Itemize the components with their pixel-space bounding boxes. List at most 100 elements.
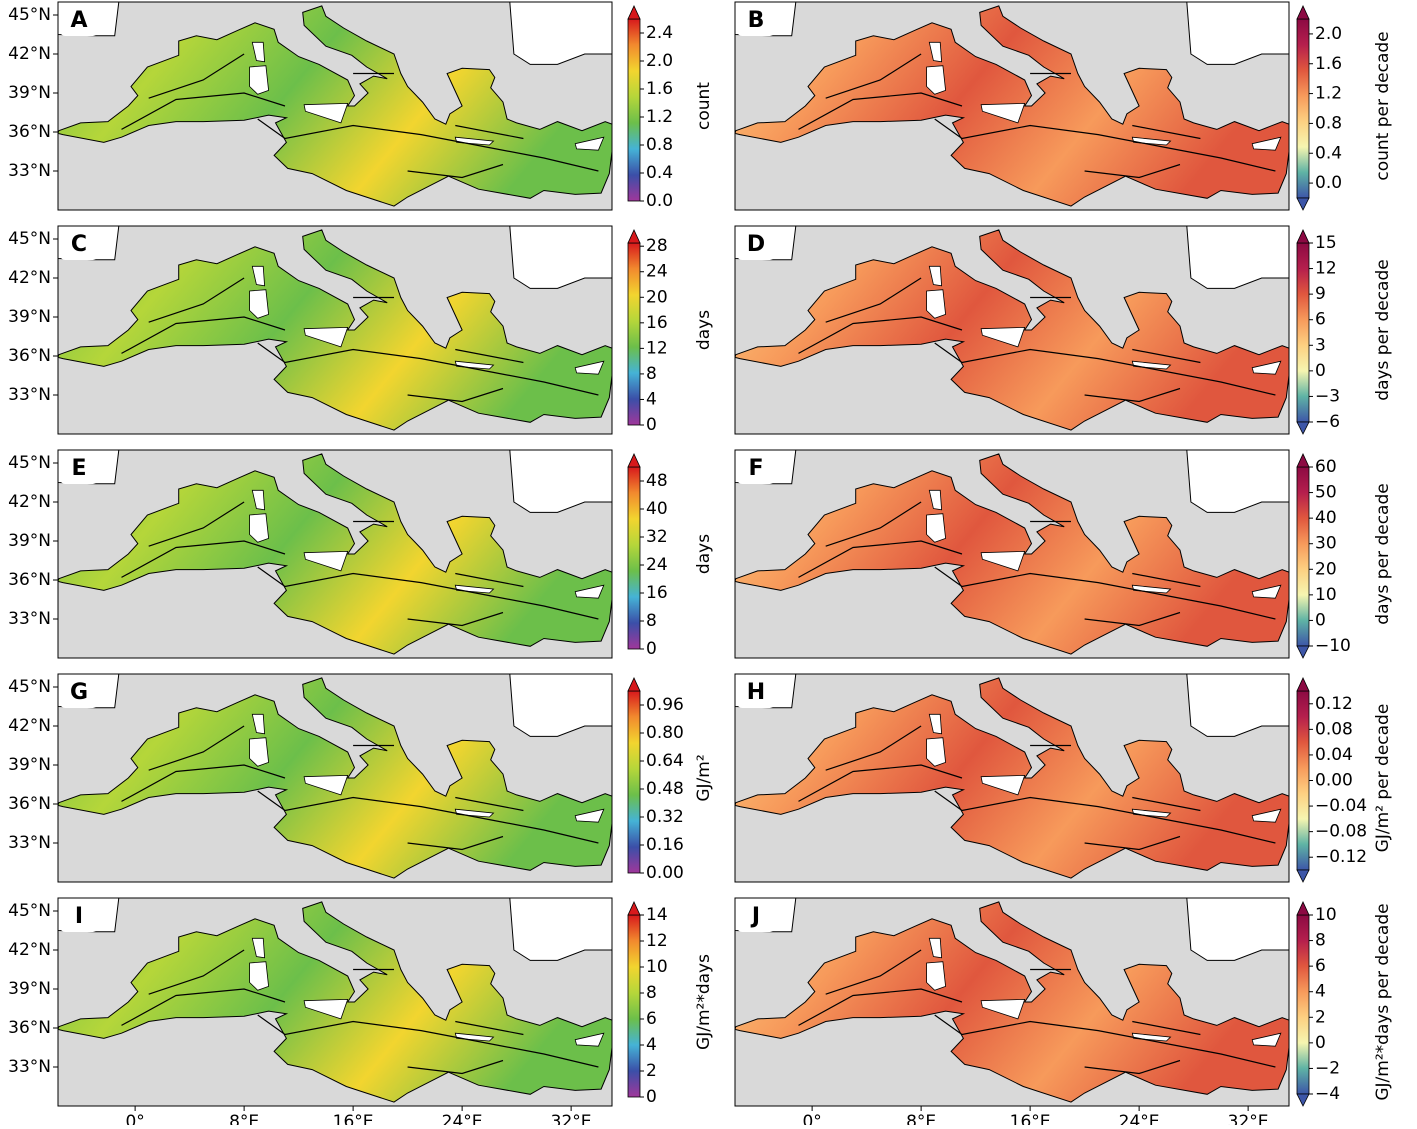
basin-line <box>407 1059 504 1075</box>
panel-letter: F <box>748 456 763 481</box>
basin-line <box>148 53 245 99</box>
panel-letter: G <box>70 680 88 705</box>
letter-box <box>737 900 775 932</box>
lat-tick-label: 39°N <box>8 531 51 551</box>
basin-line <box>1084 387 1181 403</box>
letter-box <box>737 452 775 484</box>
colorbar-tick-label: 2.0 <box>1315 24 1342 44</box>
colorbar <box>1296 18 1310 199</box>
island <box>249 65 270 95</box>
island <box>928 713 943 735</box>
panel-letter: B <box>748 8 765 33</box>
colorbar-tick-label: 48 <box>646 471 668 491</box>
basin-line <box>121 316 286 354</box>
island <box>454 360 495 370</box>
colorbar-tick-label: 10 <box>1315 585 1337 605</box>
colorbar <box>1296 914 1310 1095</box>
lat-tick-label: 36°N <box>8 794 51 814</box>
colorbar-tick-label: 0 <box>646 415 657 435</box>
colorbar-tick-label: 1.2 <box>646 107 673 127</box>
colorbar-tick-label: 9 <box>1315 284 1326 304</box>
colorbar-tick-label: 8 <box>646 611 657 631</box>
colorbar-tick-label: 4 <box>646 389 657 409</box>
basin-line <box>934 790 1276 844</box>
lat-tick-label: 45°N <box>8 677 51 697</box>
island <box>454 584 495 594</box>
basin-line <box>148 277 245 323</box>
basin-line <box>407 611 504 627</box>
outside-domain <box>509 674 612 737</box>
colorbar-tick-label: 10 <box>1315 905 1337 925</box>
basin-line <box>407 835 504 851</box>
island <box>303 550 349 572</box>
map-panel: C 45°N 42°N 39°N 36°N 33°N 0 4 8 12 16 20 24 28 days <box>8 225 714 435</box>
map-body <box>735 226 1289 431</box>
basin-line <box>825 949 922 995</box>
colorbar-tick-label: 0.16 <box>646 835 684 855</box>
lat-tick-label: 39°N <box>8 307 51 327</box>
basin-line <box>934 566 1276 620</box>
lat-tick-label: 33°N <box>8 833 51 853</box>
colorbar-tick-label: 0.00 <box>646 863 684 883</box>
lon-tick-label: 16°E <box>1010 1112 1051 1125</box>
colorbar-tick-label: 6 <box>646 1009 657 1029</box>
map-body <box>58 450 612 655</box>
island <box>1251 808 1282 823</box>
colorbar-extend-min <box>1296 1093 1310 1107</box>
lon-tick-label: 0° <box>802 1112 821 1125</box>
island <box>249 961 270 991</box>
colorbar-tick-label: 1.2 <box>1315 84 1342 104</box>
colorbar-extend-min <box>1296 869 1310 883</box>
frame <box>57 897 613 1107</box>
map-panel: J 0° 8°E 16°E 24°E 32°E −4 −2 0 2 4 6 8 10 GJ/m²*days … <box>734 897 1393 1129</box>
map-body <box>58 226 612 431</box>
colorbar-tick-label: 16 <box>646 583 668 603</box>
island <box>249 289 270 319</box>
basin-line <box>407 387 504 403</box>
lat-tick-label: 45°N <box>8 5 51 25</box>
colorbar-label: count <box>694 82 714 130</box>
frame <box>734 1 1290 211</box>
colorbar-tick-label: −2 <box>1315 1058 1340 1078</box>
lon-tick-label: 0° <box>125 1112 144 1125</box>
basin-line <box>825 501 922 547</box>
letter-box <box>60 228 98 260</box>
lat-tick-label: 42°N <box>8 716 51 736</box>
island <box>454 808 495 818</box>
colorbar-tick-label: 0.0 <box>1315 173 1342 193</box>
colorbar-tick-label: 0.4 <box>1315 143 1342 163</box>
lat-tick-label: 45°N <box>8 229 51 249</box>
colorbar-tick-label: 2.4 <box>646 23 673 43</box>
basin-line <box>455 796 524 812</box>
lat-tick-label: 42°N <box>8 268 51 288</box>
lon-tick-label: 16°E <box>333 1112 374 1125</box>
colorbar-tick-label: 0 <box>646 639 657 659</box>
colorbar-tick-label: −6 <box>1315 412 1340 432</box>
island <box>1131 808 1172 818</box>
colorbar-label: days per decade <box>1373 259 1393 400</box>
colorbar-tick-label: 3 <box>1315 335 1326 355</box>
lon-tick-label: 24°E <box>442 1112 483 1125</box>
colorbar-tick-label: 8 <box>646 364 657 384</box>
colorbar-extend-max <box>1296 229 1310 244</box>
lat-tick-label: 33°N <box>8 161 51 181</box>
colorbar-tick-label: 12 <box>1315 259 1337 279</box>
colorbar-tick-label: 0.48 <box>646 779 684 799</box>
frame <box>57 673 613 883</box>
island <box>980 998 1026 1020</box>
letter-box <box>60 452 98 484</box>
basin-line <box>455 348 524 364</box>
island <box>980 774 1026 796</box>
colorbar-tick-label: 0 <box>646 1087 657 1107</box>
island <box>1131 360 1172 370</box>
colorbar-tick-label: 0 <box>1315 1033 1326 1053</box>
colorbar-tick-label: 14 <box>646 905 668 925</box>
island <box>251 937 266 959</box>
colorbar-tick-label: 0 <box>1315 610 1326 630</box>
basin-line <box>1132 572 1201 588</box>
basin-line <box>798 988 963 1026</box>
island <box>1251 1032 1282 1047</box>
colorbar-tick-label: 1.6 <box>1315 54 1342 74</box>
letter-box <box>60 900 98 932</box>
colorbar-extend-max <box>627 901 641 916</box>
